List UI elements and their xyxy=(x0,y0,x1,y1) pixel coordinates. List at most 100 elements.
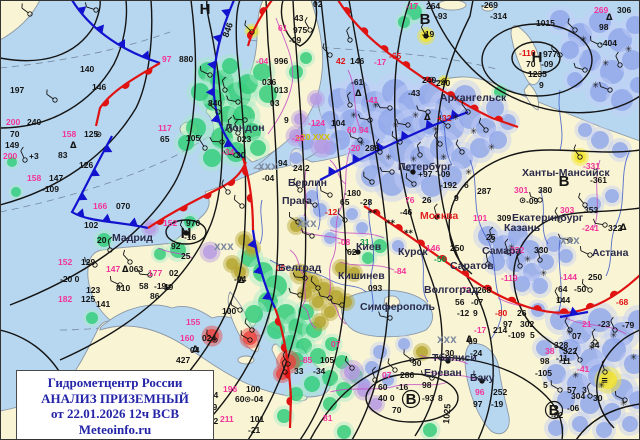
station-circle xyxy=(489,237,495,243)
precip-area xyxy=(265,275,287,297)
city-label: Астана xyxy=(592,247,629,259)
precip-area xyxy=(329,290,343,304)
station-value: 105 xyxy=(320,355,334,365)
precip-area xyxy=(222,58,238,74)
station-plot xyxy=(292,272,308,281)
precip-area xyxy=(328,88,352,112)
station-value: 101 xyxy=(473,213,487,223)
station-value: 61 xyxy=(278,23,288,33)
cold-front-marker xyxy=(117,39,126,49)
wind-barb-icon xyxy=(234,119,239,132)
station-value: -09 xyxy=(289,35,302,45)
station-circle xyxy=(425,109,431,115)
station-circle xyxy=(567,327,573,333)
station-value: 02 xyxy=(313,0,323,9)
station-plot xyxy=(589,36,603,48)
wind-barb-icon xyxy=(137,269,148,276)
high-pressure-center: В xyxy=(549,402,560,419)
precip-area xyxy=(599,371,617,389)
wind-barb-icon xyxy=(581,278,589,289)
wind-barb-icon xyxy=(344,355,351,367)
station-circle xyxy=(537,257,543,263)
weather-symbol: ✳ xyxy=(392,121,399,131)
weather-symbol: ** xyxy=(368,209,377,219)
station-value: -19 xyxy=(491,399,504,409)
precip-area xyxy=(344,364,360,380)
station-value: 30 xyxy=(236,150,246,160)
precip-area xyxy=(532,278,548,294)
precip-area xyxy=(487,253,505,271)
station-plot xyxy=(420,22,429,39)
station-value: 352 xyxy=(510,245,524,255)
station-value: 070 xyxy=(116,201,130,211)
warm-front-marker xyxy=(274,316,281,326)
weather-symbol: XXX xyxy=(437,336,457,346)
station-plot xyxy=(379,166,395,175)
station-circle xyxy=(607,87,613,93)
precip-area xyxy=(523,263,541,281)
warm-front-marker xyxy=(286,396,292,406)
precip-area xyxy=(370,398,382,410)
station-value: -19 xyxy=(422,29,435,39)
station-plot xyxy=(610,316,618,333)
station-plot xyxy=(227,116,233,133)
cold-front xyxy=(70,135,149,230)
station-value: -06 xyxy=(567,403,580,413)
wind-barb-icon xyxy=(439,115,447,126)
station-value: 76 xyxy=(405,195,415,205)
precip-area xyxy=(97,233,111,247)
precip-area xyxy=(574,151,586,163)
station-plot xyxy=(537,246,543,263)
warm-front-marker xyxy=(532,305,542,311)
precip-area xyxy=(622,50,640,70)
precip-area xyxy=(538,254,554,270)
station-value: -24 xyxy=(470,348,483,358)
station-value: -19 xyxy=(154,281,167,291)
wind-barb-icon xyxy=(601,358,606,371)
precip-area xyxy=(233,105,255,127)
station-circle xyxy=(27,11,33,17)
wind-barb-icon xyxy=(371,366,376,378)
station-value: -105 xyxy=(535,368,552,378)
station-value: 60 xyxy=(378,382,388,392)
wind-barb-icon xyxy=(550,380,559,390)
station-value: 100 xyxy=(246,384,260,394)
station-plot xyxy=(378,311,393,321)
precip-area xyxy=(410,146,434,170)
station-circle xyxy=(339,302,345,308)
station-plot xyxy=(84,256,98,268)
station-plot xyxy=(554,206,563,223)
wind-barb-icon xyxy=(318,291,328,298)
station-circle xyxy=(602,222,608,228)
station-circle xyxy=(249,327,255,333)
station-circle xyxy=(479,378,485,384)
cold-front-marker xyxy=(425,119,434,129)
station-value: 1235 xyxy=(528,69,547,79)
precip-area xyxy=(559,249,573,263)
precip-area xyxy=(203,245,217,259)
precip-area xyxy=(423,423,437,437)
wind-barb-icon xyxy=(221,179,228,191)
wind-barb-icon xyxy=(109,276,119,285)
wind-barb-icon xyxy=(244,318,251,329)
wind-barb-icon xyxy=(589,36,599,45)
station-value: 31 xyxy=(360,237,370,247)
warm-front-marker xyxy=(343,7,351,16)
precip-area xyxy=(557,391,575,409)
cold-front-marker xyxy=(78,192,88,201)
station-value: 252 xyxy=(493,387,507,397)
station-value: 104 xyxy=(331,118,345,128)
precip-area xyxy=(330,216,342,228)
station-value: -09 xyxy=(526,196,539,206)
station-value: 8 xyxy=(438,393,443,403)
station-circle xyxy=(537,197,543,203)
wind-barb-icon xyxy=(591,328,596,341)
station-value: +32 xyxy=(437,113,452,123)
cold-front-marker xyxy=(90,168,100,177)
station-value: -61 xyxy=(351,77,364,87)
isobar-label: 846 xyxy=(220,21,235,39)
station-circle xyxy=(557,297,563,303)
wind-barb-icon xyxy=(226,95,236,102)
station-plot xyxy=(485,250,491,267)
